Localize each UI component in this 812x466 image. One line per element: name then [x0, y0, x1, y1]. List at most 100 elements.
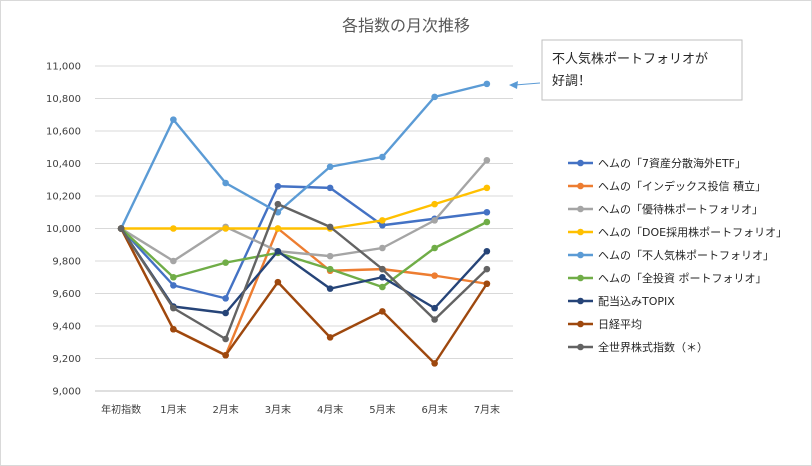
legend-label: ヘムの「不人気株ポートフォリオ」 [598, 248, 774, 262]
x-tick-label: 7月末 [474, 403, 500, 416]
series-line [120, 227, 488, 365]
data-point [274, 200, 282, 208]
y-tick-label: 11,000 [46, 62, 81, 73]
series-line [120, 202, 488, 341]
legend-marker [577, 274, 584, 282]
legend-marker [577, 205, 584, 213]
x-tick-label: 5月末 [369, 403, 395, 416]
legend-label: ヘムの「全投資 ポートフォリオ」 [598, 271, 767, 285]
data-point [483, 265, 491, 273]
legend-label: ヘムの「7資産分散海外ETF」 [598, 156, 746, 170]
legend-marker [577, 182, 584, 190]
x-tick-label: 1月末 [160, 403, 186, 416]
data-point [326, 252, 334, 260]
data-point [326, 334, 334, 341]
data-point [326, 223, 334, 231]
annotation-arrowhead [509, 81, 518, 89]
y-tick-label: 10,400 [46, 159, 81, 170]
data-point [379, 283, 386, 291]
x-tick-label: 4月末 [317, 403, 343, 416]
data-point [222, 309, 229, 317]
data-point [274, 182, 282, 190]
data-point [431, 200, 438, 208]
data-point [170, 257, 177, 265]
y-tick-label: 10,200 [46, 192, 81, 203]
x-axis-tick-labels: 年初指数 1月末 2月末 3月末 4月末 5月末 6月末 7月末 [101, 403, 500, 416]
data-point [117, 225, 125, 232]
y-axis-tick-labels: 9,000 9,200 9,400 9,600 9,800 10,000 10,200 10,… [46, 62, 81, 398]
data-point [222, 225, 229, 232]
data-point [483, 247, 491, 255]
legend-marker [577, 251, 584, 259]
data-point [326, 285, 334, 292]
data-point [483, 208, 491, 216]
legend-label: ヘムの「インデックス投信 積立」 [598, 179, 766, 193]
data-point [170, 304, 177, 312]
data-point [379, 265, 386, 273]
y-tick-label: 10,800 [46, 94, 81, 105]
data-point [170, 282, 177, 289]
data-point [431, 217, 438, 224]
legend-label: 全世界株式指数（＊） [598, 340, 708, 354]
annotation-callout: 不人気株ポートフォリオが 好調！ [509, 39, 743, 101]
data-point [170, 116, 177, 123]
data-point [222, 335, 229, 343]
x-tick-label: 6月末 [421, 403, 447, 416]
data-point [274, 247, 282, 255]
legend-marker [577, 297, 584, 305]
x-tick-label: 年初指数 [101, 403, 141, 416]
data-point [326, 163, 334, 171]
data-point [379, 308, 386, 315]
data-point [431, 316, 438, 323]
data-point [431, 360, 438, 367]
data-point [379, 153, 386, 161]
y-tick-label: 9,800 [52, 257, 81, 268]
x-tick-label: 3月末 [265, 403, 291, 416]
data-point [379, 217, 386, 224]
series-line [120, 159, 488, 263]
legend-marker [577, 320, 584, 328]
series-line [121, 186, 488, 230]
data-point [222, 179, 229, 187]
data-point [379, 221, 386, 229]
data-point [431, 304, 438, 312]
legend-marker [577, 343, 584, 351]
data-point [170, 273, 177, 281]
data-point [483, 218, 491, 226]
data-point [170, 225, 177, 232]
y-tick-label: 9,200 [52, 354, 81, 365]
legend-label: 日経平均 [598, 318, 642, 331]
data-point [483, 80, 491, 88]
data-point [222, 259, 229, 266]
data-point [222, 351, 229, 359]
y-tick-label: 9,600 [52, 289, 81, 300]
data-point [326, 265, 334, 273]
legend-label: ヘムの「優待株ポートフォリオ」 [598, 202, 763, 216]
chart-title: 各指数の月次推移 [342, 16, 470, 35]
legend-marker [577, 159, 584, 167]
data-point [379, 273, 386, 281]
series-line [120, 220, 488, 289]
data-point [274, 225, 282, 232]
annotation-text-line-2: 好調！ [552, 74, 591, 89]
x-tick-label: 2月末 [212, 403, 238, 416]
data-point [326, 184, 334, 192]
data-point [431, 244, 438, 252]
data-point [431, 93, 438, 101]
data-point [274, 278, 282, 286]
legend-label: ヘムの「DOE採用株ポートフォリオ」 [598, 225, 787, 239]
annotation-text-line-1: 不人気株ポートフォリオが [552, 51, 708, 67]
y-tick-label: 10,600 [46, 127, 81, 138]
data-point [379, 244, 386, 252]
data-point [431, 272, 438, 279]
data-point [170, 325, 177, 333]
series-lines [117, 80, 491, 367]
data-point [483, 184, 491, 192]
annotation-box [541, 39, 743, 101]
data-point [483, 156, 491, 164]
series-line [120, 227, 488, 315]
legend: ヘムの「7資産分散海外ETF」ヘムの「インデックス投信 積立」ヘムの「優待株ポー… [568, 156, 787, 354]
legend-label: 配当込みTOPIX [598, 294, 675, 308]
